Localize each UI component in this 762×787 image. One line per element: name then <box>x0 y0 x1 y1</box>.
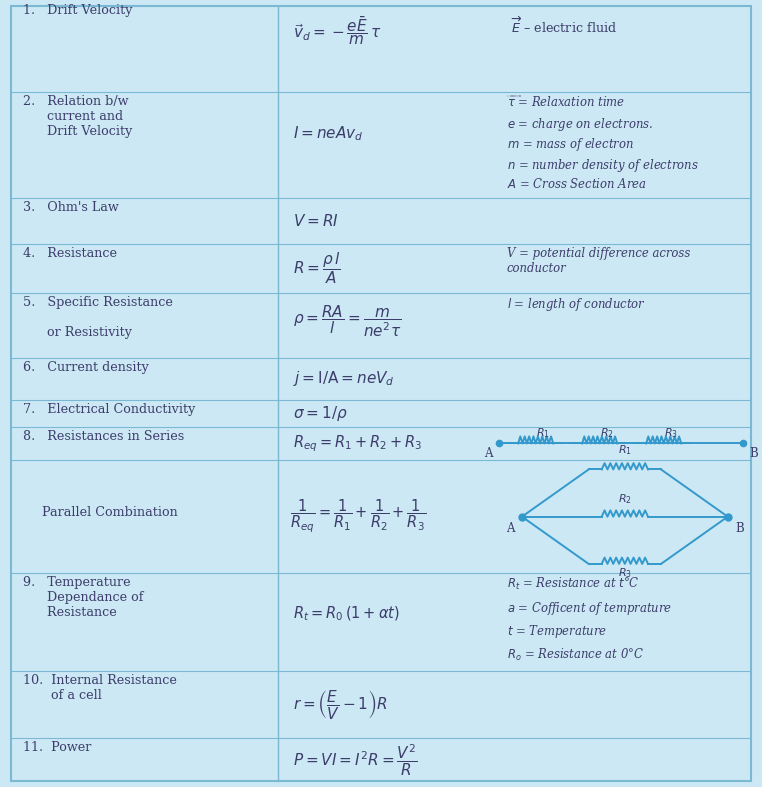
Text: $R_t$ = Resistance at $t$°C: $R_t$ = Resistance at $t$°C <box>507 576 639 592</box>
Text: V = potential difference across
conductor: V = potential difference across conducto… <box>507 247 690 275</box>
Text: 11.  Power: 11. Power <box>23 741 91 755</box>
Text: $\vec{v}_{d} = -\dfrac{e\bar{E}}{m}\,\tau$: $\vec{v}_{d} = -\dfrac{e\bar{E}}{m}\,\ta… <box>293 14 382 46</box>
Text: $\tau$ = Relaxation time: $\tau$ = Relaxation time <box>507 95 625 109</box>
Text: $t$ = Temperature: $t$ = Temperature <box>507 623 607 641</box>
Text: 7.   Electrical Conductivity: 7. Electrical Conductivity <box>23 403 195 416</box>
Text: $\overrightarrow{E}$ – electric fluid: $\overrightarrow{E}$ – electric fluid <box>511 17 616 36</box>
Text: $j = \mathrm{I/A} = neV_d$: $j = \mathrm{I/A} = neV_d$ <box>293 369 395 389</box>
Text: τ = Relaxation time
τ = Relaxation time: τ = Relaxation time τ = Relaxation time <box>507 94 521 97</box>
Text: A: A <box>485 447 493 460</box>
Text: $r = \left(\dfrac{E}{V} - 1\right)R$: $r = \left(\dfrac{E}{V} - 1\right)R$ <box>293 688 389 721</box>
Text: 9.   Temperature
      Dependance of
      Resistance: 9. Temperature Dependance of Resistance <box>23 576 143 619</box>
Text: 2.   Relation b/w
      current and
      Drift Velocity: 2. Relation b/w current and Drift Veloci… <box>23 95 133 139</box>
Text: $R_3$: $R_3$ <box>664 427 677 440</box>
Text: $R = \dfrac{\rho\, l}{A}$: $R = \dfrac{\rho\, l}{A}$ <box>293 250 341 286</box>
Text: 3.   Ohm's Law: 3. Ohm's Law <box>23 201 119 215</box>
Text: $n$ = number density of electrons: $n$ = number density of electrons <box>507 157 699 174</box>
Text: $R_1$: $R_1$ <box>618 443 632 456</box>
Text: A: A <box>506 523 514 535</box>
Text: $P = VI = I^2R = \dfrac{V^2}{R}$: $P = VI = I^2R = \dfrac{V^2}{R}$ <box>293 743 418 778</box>
Text: 6.   Current density: 6. Current density <box>23 361 149 375</box>
Text: 10.  Internal Resistance
       of a cell: 10. Internal Resistance of a cell <box>23 674 177 702</box>
Text: B: B <box>749 447 757 460</box>
Text: $R_o$ = Resistance at 0°C: $R_o$ = Resistance at 0°C <box>507 647 644 663</box>
Text: $\sigma = 1/\rho$: $\sigma = 1/\rho$ <box>293 404 348 423</box>
Text: $e$ = charge on electrons.: $e$ = charge on electrons. <box>507 116 653 133</box>
Text: 4.   Resistance: 4. Resistance <box>23 247 117 260</box>
Text: $R_2$: $R_2$ <box>618 492 632 505</box>
Text: $R_2$: $R_2$ <box>600 427 613 440</box>
Text: $\rho = \dfrac{RA}{l} = \dfrac{m}{ne^2\tau}$: $\rho = \dfrac{RA}{l} = \dfrac{m}{ne^2\t… <box>293 304 402 339</box>
Text: $l$ = length of conductor: $l$ = length of conductor <box>507 296 645 313</box>
Text: B: B <box>735 523 744 535</box>
Text: $V = RI$: $V = RI$ <box>293 213 339 229</box>
Text: 1.   Drift Velocity: 1. Drift Velocity <box>23 4 133 17</box>
Text: 8.   Resistances in Series: 8. Resistances in Series <box>23 430 184 443</box>
Text: $R_1$: $R_1$ <box>536 427 549 440</box>
Text: $A$ = Cross Section Area: $A$ = Cross Section Area <box>507 177 646 191</box>
Text: $I = neAv_d$: $I = neAv_d$ <box>293 124 364 142</box>
Text: $R_3$: $R_3$ <box>618 567 632 580</box>
Text: 5.   Specific Resistance

      or Resistivity: 5. Specific Resistance or Resistivity <box>23 296 173 339</box>
Text: $a$ = Cofficent of temprature: $a$ = Cofficent of temprature <box>507 600 672 617</box>
Text: $R_{eq} = R_1 + R_2 + R_3$: $R_{eq} = R_1 + R_2 + R_3$ <box>293 433 423 454</box>
Text: $R_t = R_0\,(1 + \alpha t)$: $R_t = R_0\,(1 + \alpha t)$ <box>293 604 400 623</box>
Text: Parallel Combination: Parallel Combination <box>42 506 178 519</box>
Text: $\dfrac{1}{R_{eq}} = \dfrac{1}{R_1} + \dfrac{1}{R_2} + \dfrac{1}{R_3}$: $\dfrac{1}{R_{eq}} = \dfrac{1}{R_1} + \d… <box>290 498 426 535</box>
Text: $m$ = mass of electron: $m$ = mass of electron <box>507 136 634 153</box>
